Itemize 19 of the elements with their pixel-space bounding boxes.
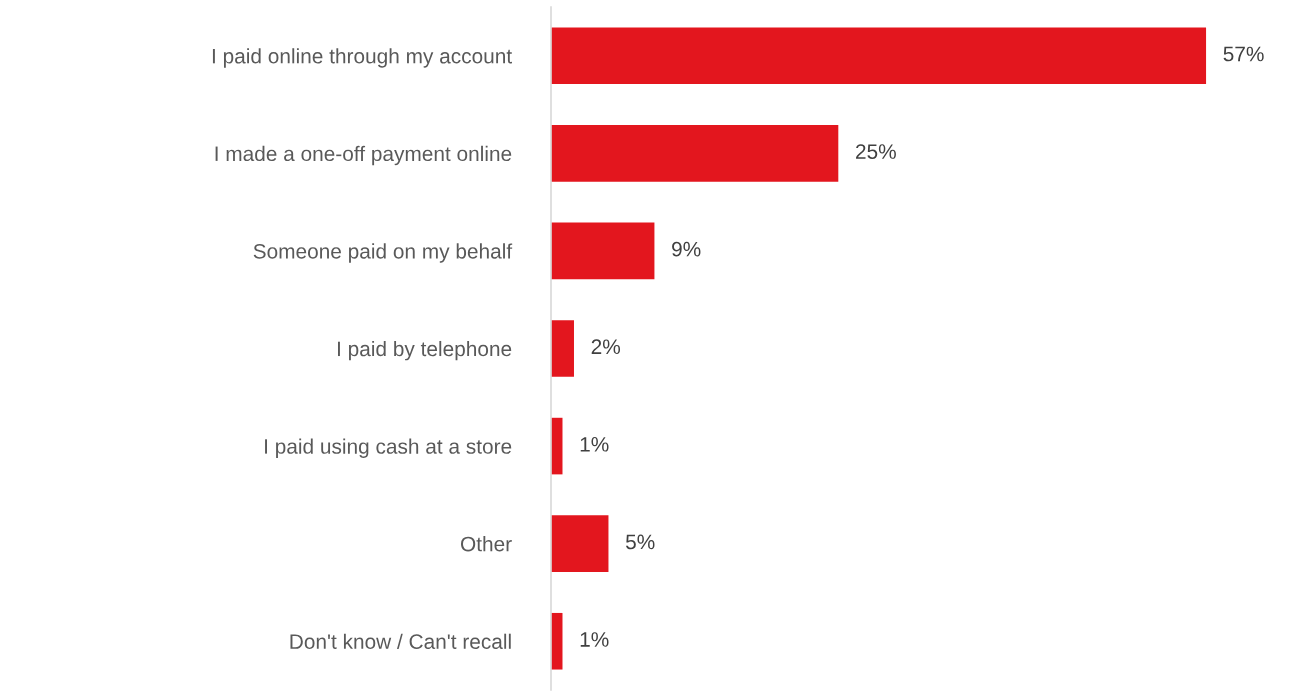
y-tick-label: I paid using cash at a store (265, 438, 512, 458)
y-tick-label: Someone paid on my behalf (253, 243, 513, 263)
y-tick-label: Other (461, 536, 512, 552)
data-label: 5% (625, 534, 655, 550)
data-label: 57% (1223, 46, 1264, 62)
data-label: 1% (580, 437, 609, 452)
y-tick-label: I paid by telephone (337, 340, 512, 361)
bar (551, 125, 839, 182)
data-label: 9% (672, 241, 701, 257)
y-tick-label: I paid online through my account (212, 48, 512, 68)
data-label: 1% (580, 632, 609, 647)
bar (551, 222, 655, 280)
data-label: 25% (856, 144, 896, 159)
bar (551, 320, 574, 377)
y-tick-label: I made a one-off payment online (215, 145, 512, 166)
bar (551, 27, 1207, 85)
y-tick-label: Don't know / Can't recall (290, 633, 511, 649)
bar (551, 515, 609, 572)
data-label: 2% (591, 339, 621, 355)
